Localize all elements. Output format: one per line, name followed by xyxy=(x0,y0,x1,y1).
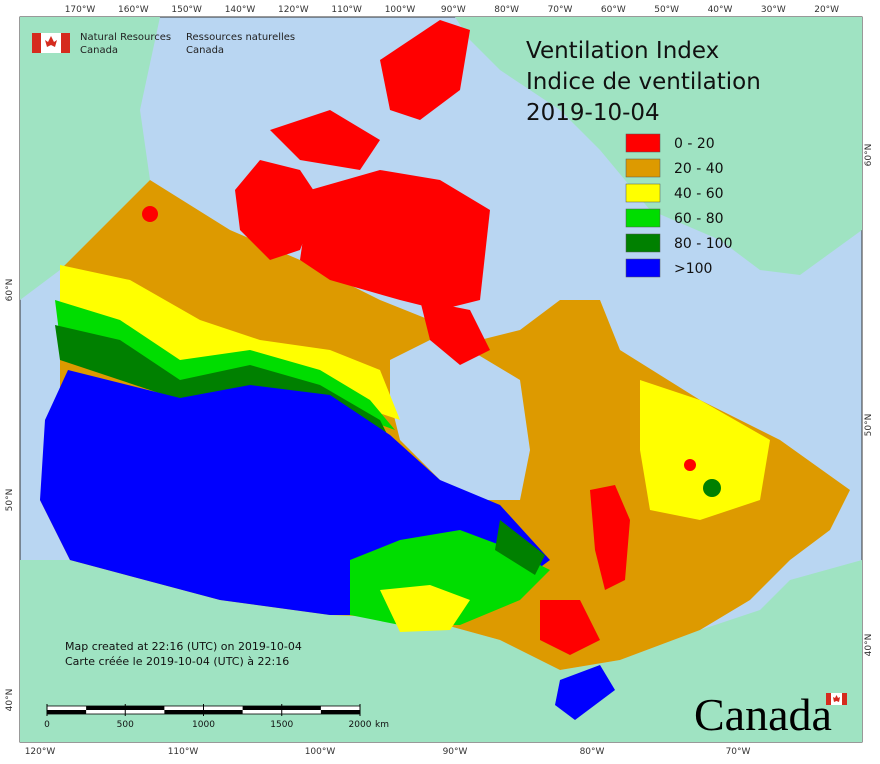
legend-swatch xyxy=(625,158,661,178)
scale-bar: 0 500 1000 1500 2000 km xyxy=(44,704,389,730)
nrcan-logo xyxy=(32,33,70,53)
scale-segment xyxy=(47,710,87,714)
org-fr: Ressources naturelles xyxy=(186,32,295,43)
lon-label-top: 100°W xyxy=(385,5,416,15)
arctic-island-3 xyxy=(380,20,470,120)
title-en: Ventilation Index xyxy=(526,38,719,64)
scale-segment xyxy=(164,710,204,714)
lon-label-bottom: 70°W xyxy=(726,747,751,757)
lon-label-bottom: 90°W xyxy=(443,747,468,757)
arctic-island-2 xyxy=(270,110,380,170)
wordmark-flag xyxy=(826,693,847,705)
flag-bar xyxy=(61,33,70,53)
legend-label: 20 - 40 xyxy=(674,161,724,177)
zone-darkgreen-north xyxy=(55,325,390,440)
legend: 0 - 20 20 - 40 40 - 60 60 - 80 80 - 100 >100 xyxy=(625,133,733,278)
scale-label: 500 xyxy=(117,720,134,730)
graticule: 170°W 160°W 150°W 140°W 120°W 110°W 100°W 90°W 8… xyxy=(5,5,874,757)
arctic-island-5 xyxy=(420,300,490,365)
lon-label-bottom: 120°W xyxy=(25,747,56,757)
org-fr-2: Canada xyxy=(186,45,224,56)
org-en-2: Canada xyxy=(80,45,118,56)
credit-en: Map created at 22:16 (UTC) on 2019-10-04 xyxy=(65,640,302,653)
zone-darkgreen-spot xyxy=(703,479,721,497)
lat-label-right: 40°N xyxy=(864,634,874,657)
lon-label-top: 30°W xyxy=(761,5,786,15)
scale-segment xyxy=(242,706,282,710)
maple-leaf xyxy=(833,695,840,702)
lat-label-left: 50°N xyxy=(5,489,15,512)
legend-label: 80 - 100 xyxy=(674,236,733,252)
legend-label: >100 xyxy=(674,261,712,277)
lat-label-right: 50°N xyxy=(864,414,874,437)
zone-darkgreen-south xyxy=(495,520,545,575)
zone-red-quebec xyxy=(590,485,630,590)
legend-swatch xyxy=(625,233,661,253)
lon-label-top: 170°W xyxy=(65,5,96,15)
scale-segment xyxy=(125,706,165,710)
lon-label-top: 110°W xyxy=(331,5,362,15)
lon-label-bottom: 110°W xyxy=(168,747,199,757)
legend-swatch xyxy=(625,208,661,228)
flag-bar xyxy=(842,693,847,705)
lat-label-left: 60°N xyxy=(5,279,15,302)
scale-segment xyxy=(86,706,126,710)
zone-yellow-south xyxy=(380,585,470,632)
map-frame xyxy=(19,16,863,743)
alaska xyxy=(20,17,160,300)
scale-label: 2000 xyxy=(349,720,372,730)
legend-label: 60 - 80 xyxy=(674,211,724,227)
legend-label: 0 - 20 xyxy=(674,136,715,152)
hudson-bay xyxy=(390,340,530,500)
arctic-island-1 xyxy=(235,160,320,260)
scale-label: 1000 xyxy=(192,720,215,730)
credit-fr: Carte créée le 2019-10-04 (UTC) à 22:16 xyxy=(65,655,289,668)
lon-label-top: 160°W xyxy=(118,5,149,15)
flag-bar xyxy=(32,33,41,53)
maple-leaf xyxy=(45,36,57,47)
title-fr: Indice de ventilation xyxy=(526,69,761,95)
zone-yellow-labrador xyxy=(640,380,770,520)
scale-label: 0 xyxy=(44,720,50,730)
lon-label-top: 50°W xyxy=(654,5,679,15)
lon-label-bottom: 80°W xyxy=(580,747,605,757)
legend-label: 40 - 60 xyxy=(674,186,724,202)
legend-swatch xyxy=(625,133,661,153)
org-en: Natural Resources xyxy=(80,32,171,43)
title-date: 2019-10-04 xyxy=(526,100,660,126)
arctic-island-4 xyxy=(300,170,490,310)
zone-red-spot xyxy=(684,459,696,471)
legend-swatch xyxy=(625,258,661,278)
lon-label-top: 90°W xyxy=(441,5,466,15)
lon-label-top: 120°W xyxy=(278,5,309,15)
zone-red-ontario xyxy=(540,600,600,655)
zone-blue-erie xyxy=(555,665,615,720)
scale-segment xyxy=(320,710,360,714)
scale-segment xyxy=(203,710,243,714)
lat-label-right: 60°N xyxy=(864,144,874,167)
scale-unit: km xyxy=(375,720,389,730)
zone-yellow-north xyxy=(60,265,400,420)
lon-label-top: 80°W xyxy=(494,5,519,15)
flag-bar xyxy=(826,693,831,705)
lon-label-top: 70°W xyxy=(548,5,573,15)
lon-label-top: 20°W xyxy=(814,5,839,15)
lat-label-left: 40°N xyxy=(5,689,15,712)
legend-swatch xyxy=(625,183,661,203)
scale-label: 1500 xyxy=(270,720,293,730)
lon-label-top: 140°W xyxy=(225,5,256,15)
lon-label-top: 60°W xyxy=(601,5,626,15)
zone-red-yukon xyxy=(142,206,158,222)
usa xyxy=(20,560,862,742)
lon-label-bottom: 100°W xyxy=(305,747,336,757)
lon-label-top: 150°W xyxy=(171,5,202,15)
canada-wordmark: Canada xyxy=(694,689,832,740)
scale-segment xyxy=(281,706,321,710)
lon-label-top: 40°W xyxy=(708,5,733,15)
